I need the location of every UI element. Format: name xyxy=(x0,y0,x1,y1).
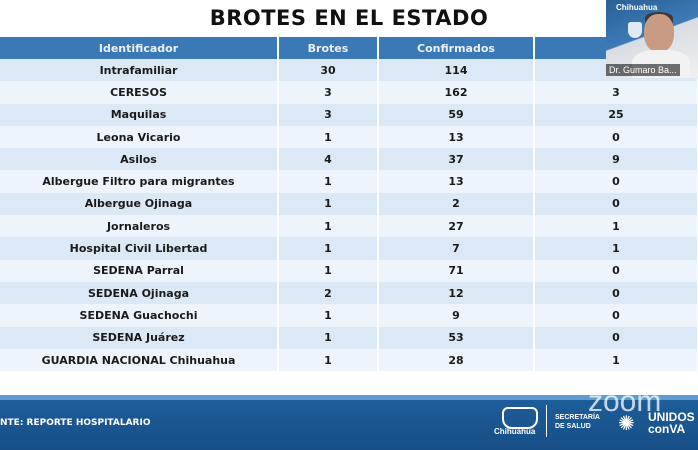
cell-brotes: 1 xyxy=(278,170,379,193)
cell-identificador: SEDENA Parral xyxy=(0,259,279,282)
cell-brotes: 3 xyxy=(278,103,379,126)
cell-defunciones: 0 xyxy=(534,170,698,193)
cell-identificador: SEDENA Ojinaga xyxy=(0,281,279,305)
cell-defunciones: 1 xyxy=(534,348,698,372)
cell-identificador: Asilos xyxy=(0,148,279,171)
table-row: Leona Vicario 1 13 0 xyxy=(0,125,698,149)
cell-defunciones: 25 xyxy=(534,103,698,126)
cell-brotes: 2 xyxy=(278,281,379,305)
secretaria-text: SECRETARÍA xyxy=(555,414,600,421)
unidos-convamos-logo: UNIDOS conVA xyxy=(648,411,695,435)
cell-confirmados: 162 xyxy=(378,81,535,104)
cell-brotes: 1 xyxy=(278,326,379,349)
speaker-head xyxy=(644,14,674,52)
secretaria-salud-label: SECRETARÍA DE SALUD xyxy=(555,413,600,431)
chihuahua-logo-icon xyxy=(502,407,538,429)
cell-defunciones: 1 xyxy=(534,237,698,260)
source-note: NTE: REPORTE HOSPITALARIO xyxy=(0,418,151,428)
cell-identificador: Jornaleros xyxy=(0,215,279,238)
cell-defunciones: 0 xyxy=(534,125,698,149)
cell-defunciones: 0 xyxy=(534,326,698,349)
salud-text: DE SALUD xyxy=(555,423,591,430)
cell-confirmados: 2 xyxy=(378,192,535,216)
table-row: CERESOS 3 162 3 xyxy=(0,81,698,104)
table-row: Maquilas 3 59 25 xyxy=(0,103,698,126)
footer-stripe xyxy=(0,395,698,400)
outbreaks-table: Identificador Brotes Confirmados De Intr… xyxy=(0,37,698,372)
cell-defunciones: 1 xyxy=(534,215,698,238)
cell-confirmados: 71 xyxy=(378,259,535,282)
cell-brotes: 1 xyxy=(278,125,379,149)
cell-confirmados: 37 xyxy=(378,148,535,171)
cell-brotes: 1 xyxy=(278,215,379,238)
cell-identificador: SEDENA Guachochi xyxy=(0,304,279,327)
table-row: GUARDIA NACIONAL Chihuahua 1 28 1 xyxy=(0,348,698,372)
cell-identificador: Intrafamiliar xyxy=(0,59,279,82)
cell-defunciones: 0 xyxy=(534,304,698,327)
cell-identificador: SEDENA Juárez xyxy=(0,326,279,349)
cell-brotes: 1 xyxy=(278,237,379,260)
cell-brotes: 1 xyxy=(278,304,379,327)
page-title: BROTES EN EL ESTADO xyxy=(209,6,489,30)
table-header-row: Identificador Brotes Confirmados De xyxy=(0,37,698,59)
cell-confirmados: 27 xyxy=(378,215,535,238)
zoom-watermark: zoom xyxy=(588,385,662,418)
cell-identificador: Albergue Filtro para migrantes xyxy=(0,170,279,193)
cell-confirmados: 13 xyxy=(378,170,535,193)
cell-confirmados: 7 xyxy=(378,237,535,260)
cell-defunciones: 3 xyxy=(534,81,698,104)
table-row: SEDENA Juárez 1 53 0 xyxy=(0,326,698,349)
cell-identificador: Hospital Civil Libertad xyxy=(0,237,279,260)
footer-banner: NTE: REPORTE HOSPITALARIO Chihuahua SECR… xyxy=(0,395,698,450)
cell-brotes: 1 xyxy=(278,259,379,282)
cell-brotes: 4 xyxy=(278,148,379,171)
cell-identificador: CERESOS xyxy=(0,81,279,104)
cell-confirmados: 12 xyxy=(378,281,535,305)
cell-identificador: GUARDIA NACIONAL Chihuahua xyxy=(0,348,279,372)
cell-confirmados: 9 xyxy=(378,304,535,327)
participant-name: Dr. Gumaro Ba... xyxy=(606,64,680,76)
cell-confirmados: 13 xyxy=(378,125,535,149)
cell-confirmados: 114 xyxy=(378,59,535,82)
unidos-star-icon: ✺ xyxy=(618,413,635,435)
column-header-brotes: Brotes xyxy=(278,37,379,59)
cell-confirmados: 53 xyxy=(378,326,535,349)
cell-brotes: 3 xyxy=(278,81,379,104)
cell-defunciones: 0 xyxy=(534,281,698,305)
table-row: SEDENA Ojinaga 2 12 0 xyxy=(0,281,698,305)
cell-brotes: 30 xyxy=(278,59,379,82)
convamos-text: conVA xyxy=(648,422,686,436)
footer-divider xyxy=(546,405,547,437)
cell-defunciones: 9 xyxy=(534,148,698,171)
cell-brotes: 1 xyxy=(278,348,379,372)
column-header-identificador: Identificador xyxy=(0,37,279,59)
table-row: SEDENA Parral 1 71 0 xyxy=(0,259,698,282)
cell-defunciones: 0 xyxy=(534,192,698,216)
video-thumbnail[interactable]: Chihuahua Dr. Gumaro Ba... xyxy=(606,0,698,78)
cell-confirmados: 59 xyxy=(378,103,535,126)
cell-confirmados: 28 xyxy=(378,348,535,372)
table-row: Albergue Ojinaga 1 2 0 xyxy=(0,192,698,216)
cell-identificador: Maquilas xyxy=(0,103,279,126)
table-row: Intrafamiliar 30 114 xyxy=(0,59,698,82)
table-row: SEDENA Guachochi 1 9 0 xyxy=(0,304,698,327)
cell-identificador: Leona Vicario xyxy=(0,125,279,149)
cell-identificador: Albergue Ojinaga xyxy=(0,192,279,216)
unidos-text: UNIDOS xyxy=(648,410,695,424)
table-row: Jornaleros 1 27 1 xyxy=(0,215,698,238)
table-row: Asilos 4 37 9 xyxy=(0,148,698,171)
shield-icon xyxy=(628,22,642,38)
video-org-label: Chihuahua xyxy=(616,3,658,12)
cell-brotes: 1 xyxy=(278,192,379,216)
cell-defunciones: 0 xyxy=(534,259,698,282)
table-row: Hospital Civil Libertad 1 7 1 xyxy=(0,237,698,260)
table-row: Albergue Filtro para migrantes 1 13 0 xyxy=(0,170,698,193)
chihuahua-logo-text: Chihuahua xyxy=(494,427,536,436)
column-header-confirmados: Confirmados xyxy=(378,37,535,59)
